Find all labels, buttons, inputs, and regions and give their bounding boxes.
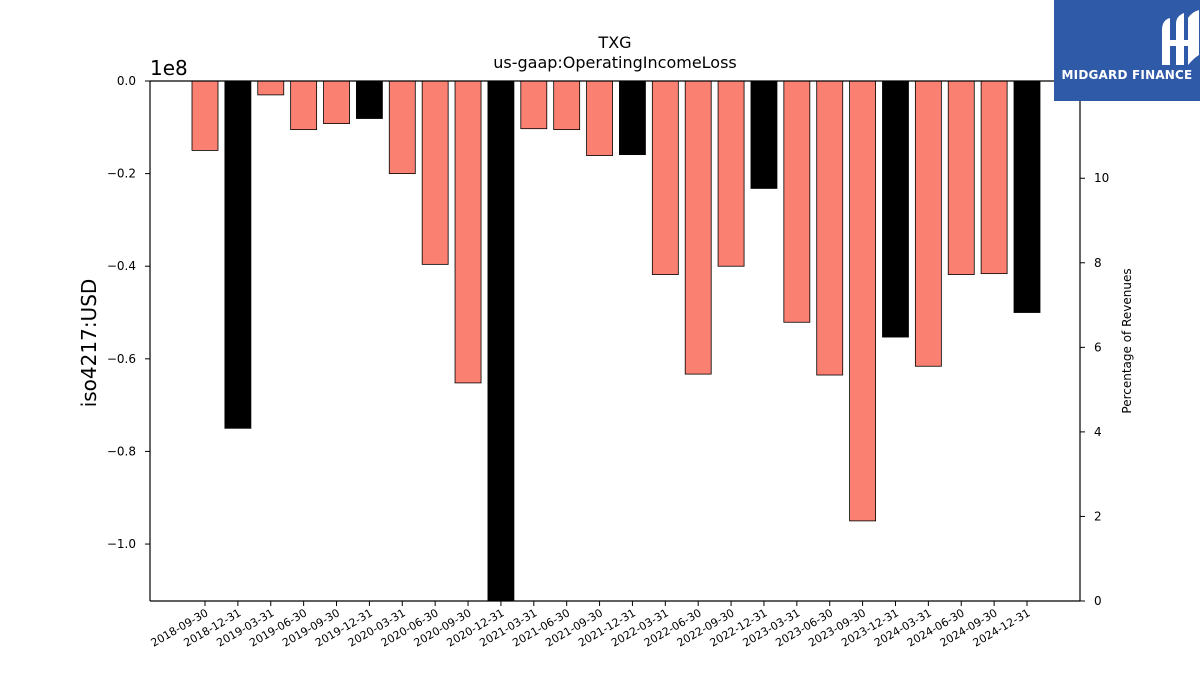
y2-tick-label: 6: [1094, 340, 1102, 354]
bar-2023-09-30: [849, 80, 876, 522]
y2-tick-label: 10: [1094, 171, 1109, 185]
brand-name: MIDGARD FINANCE: [1061, 68, 1193, 82]
bar-2023-03-31: [783, 80, 811, 323]
bar-2021-12-31: [619, 80, 646, 156]
bar-2020-12-31: [487, 80, 515, 602]
bar-2020-09-30: [454, 80, 482, 384]
bar-2022-12-31: [750, 80, 778, 189]
bar-2022-03-31: [651, 80, 679, 275]
bar-2023-12-31: [882, 80, 909, 338]
brand-logo: MIDGARD FINANCE: [1054, 0, 1200, 101]
y2-tick-label: 2: [1094, 509, 1102, 523]
bar-2020-03-31: [388, 80, 416, 175]
bar-2022-09-30: [717, 80, 745, 267]
bar-2019-12-31: [355, 80, 383, 119]
bar-2024-06-30: [947, 80, 975, 275]
y-tick-label: −0.4: [107, 259, 136, 273]
bar-2023-06-30: [816, 80, 844, 376]
bar-2021-06-30: [553, 80, 581, 131]
x-axis-ticks: 2018-09-302018-12-312019-03-312019-06-30…: [149, 601, 1033, 650]
y2-tick-label: 0: [1094, 594, 1102, 608]
y-tick-label: −0.2: [107, 167, 136, 181]
bar-2018-09-30: [191, 80, 219, 151]
midgard-m-logo-icon: [1162, 10, 1199, 65]
chart-title: TXG: [597, 33, 631, 52]
y-tick-label: −0.8: [107, 444, 136, 458]
bar-2021-09-30: [586, 80, 613, 156]
bar-2021-03-31: [520, 80, 548, 130]
bar-2019-06-30: [290, 80, 318, 131]
y2-tick-label: 4: [1094, 425, 1102, 439]
bar-2022-06-30: [684, 80, 712, 375]
bar-2020-06-30: [421, 80, 449, 265]
y-axis-ticks: 0.0 −0.2 −0.4 −0.6 −0.8 −1.0: [107, 74, 150, 551]
y2-tick-label: 8: [1094, 256, 1102, 270]
bar-2024-03-31: [914, 80, 942, 367]
bar-2024-09-30: [980, 80, 1008, 275]
y-tick-label: −1.0: [107, 537, 136, 551]
y-axis-label: iso4217:USD: [77, 279, 101, 408]
bar-2019-03-31: [257, 80, 285, 96]
bar-2019-09-30: [323, 80, 350, 124]
bars-group: [191, 80, 1041, 602]
bar-2018-12-31: [224, 80, 252, 429]
y-tick-label: 0.0: [117, 74, 136, 88]
y2-axis-ticks: 0 2 4 6 8 10: [1080, 171, 1109, 608]
y-offset-label: 1e8: [150, 56, 188, 80]
y2-axis-label: Percentage of Revenues: [1120, 268, 1134, 413]
bar-2024-12-31: [1013, 80, 1041, 313]
y-tick-label: −0.6: [107, 352, 136, 366]
chart-subtitle: us-gaap:OperatingIncomeLoss: [493, 53, 737, 72]
